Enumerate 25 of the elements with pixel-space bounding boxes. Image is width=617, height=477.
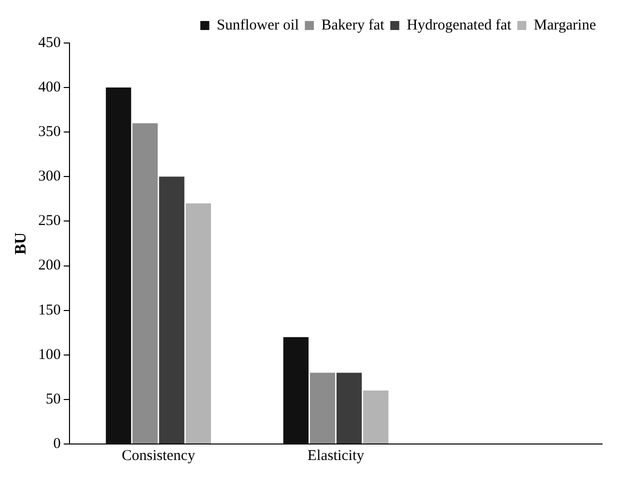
y-tick-label: 150 (38, 302, 61, 318)
legend-label: Margarine (534, 17, 596, 34)
bar (186, 203, 211, 444)
bar (310, 372, 336, 444)
y-tick-label: 450 (38, 34, 61, 51)
x-tick-label: Consistency (122, 448, 196, 464)
legend-label: Hydrogenated fat (406, 17, 512, 34)
bar (283, 337, 309, 444)
y-tick-label: 250 (38, 213, 61, 230)
y-tick-label: 100 (38, 346, 61, 363)
bar (159, 176, 184, 444)
y-tick-label: 50 (46, 391, 61, 408)
y-axis-title: BU (12, 232, 30, 255)
legend-label: Bakery fat (321, 17, 386, 34)
bar (336, 372, 362, 444)
bar (106, 88, 132, 444)
legend-label: Sunflower oil (216, 17, 299, 34)
bar (363, 390, 388, 444)
x-tick-label: Elasticity (308, 448, 365, 464)
bar (132, 123, 158, 444)
y-tick-label: 0 (53, 436, 61, 452)
y-tick-label: 400 (38, 79, 61, 96)
y-tick-label: 300 (38, 168, 61, 185)
y-tick-label: 200 (38, 258, 61, 274)
y-tick-label: 350 (38, 124, 61, 140)
